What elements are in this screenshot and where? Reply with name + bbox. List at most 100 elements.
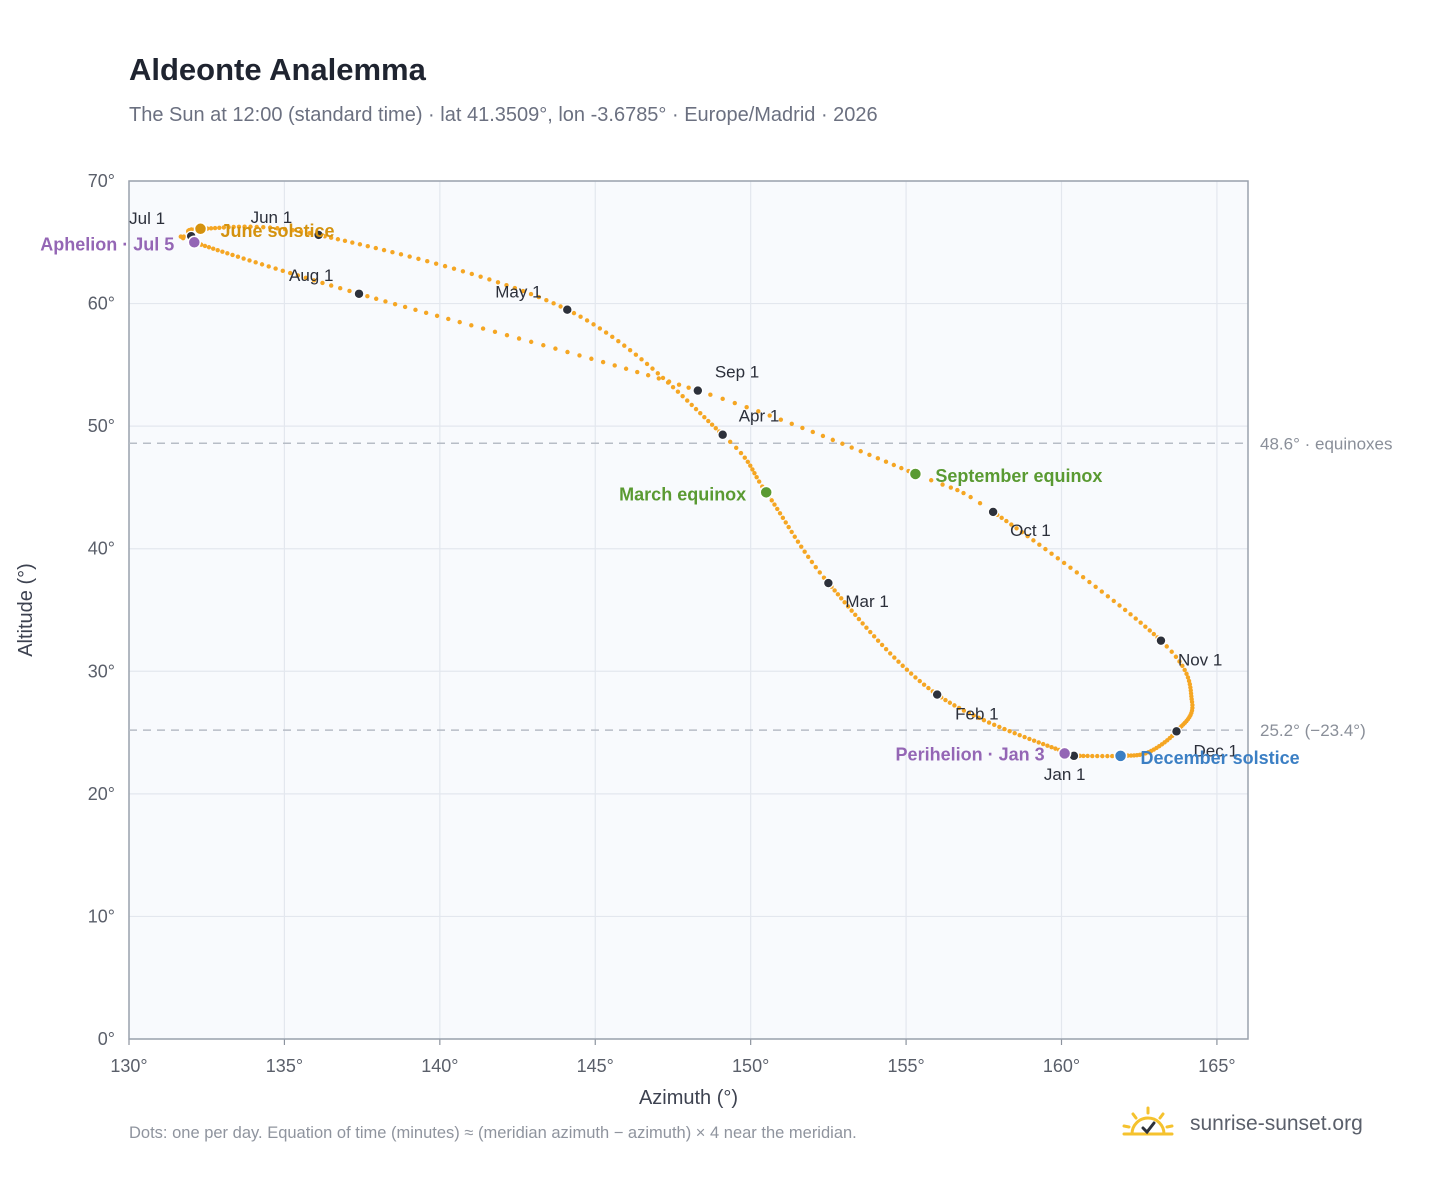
day-dot xyxy=(610,334,615,340)
day-dot xyxy=(446,316,451,322)
day-dot xyxy=(689,402,694,408)
day-dot xyxy=(968,494,973,500)
brand-name: sunrise-sunset.org xyxy=(1190,1112,1363,1135)
day-dot xyxy=(597,326,603,331)
day-dot xyxy=(1025,533,1030,539)
day-dot xyxy=(1151,631,1157,637)
month-label: Aug 1 xyxy=(289,266,333,285)
day-dot xyxy=(680,393,685,399)
day-dot xyxy=(675,389,681,394)
y-axis-label: Altitude (°) xyxy=(15,563,37,657)
day-dot xyxy=(469,271,475,277)
day-dot xyxy=(748,463,753,468)
day-dot xyxy=(261,224,266,230)
day-dot xyxy=(536,294,542,300)
day-dot xyxy=(778,417,784,422)
day-dot xyxy=(565,349,570,355)
day-dot xyxy=(627,347,633,353)
month-label: Mar 1 xyxy=(845,592,888,611)
y-tick-label: 40° xyxy=(88,539,115,559)
day-dot xyxy=(622,343,627,348)
day-dot xyxy=(1031,538,1036,543)
day-dot xyxy=(744,404,749,410)
day-dot xyxy=(413,307,418,313)
day-dot xyxy=(180,235,186,241)
month-marker xyxy=(987,506,999,518)
day-dot xyxy=(693,406,699,412)
day-dot xyxy=(577,353,582,358)
day-dot xyxy=(451,266,457,271)
day-dot xyxy=(892,655,897,660)
day-dot xyxy=(713,426,718,431)
chart-subtitle: The Sun at 12:00 (standard time) · lat 4… xyxy=(129,104,878,126)
x-tick-label: 165° xyxy=(1198,1056,1235,1076)
day-dot xyxy=(633,352,639,357)
day-dot xyxy=(802,549,807,554)
reference-line-label: 48.6° · equinoxes xyxy=(1260,434,1393,453)
day-dot xyxy=(775,506,780,512)
day-dot xyxy=(896,659,901,664)
day-dot xyxy=(1053,746,1058,751)
day-dot xyxy=(809,559,815,565)
month-label: Feb 1 xyxy=(955,705,998,724)
day-dot xyxy=(381,247,387,253)
day-dot xyxy=(1045,743,1050,748)
day-dot xyxy=(516,336,522,341)
day-dot xyxy=(1128,753,1134,758)
day-dot xyxy=(504,282,509,288)
day-dot xyxy=(769,498,774,503)
x-tick-label: 135° xyxy=(266,1056,303,1076)
event-label: December solstice xyxy=(1141,748,1300,768)
day-dot xyxy=(1009,522,1014,527)
x-tick-label: 140° xyxy=(421,1056,458,1076)
day-dot xyxy=(849,445,854,450)
day-dot xyxy=(734,445,739,451)
day-dot xyxy=(373,245,379,251)
y-tick-label: 60° xyxy=(88,294,115,314)
day-dot xyxy=(908,671,914,676)
day-dot xyxy=(820,433,826,439)
daily-sun-dots xyxy=(178,224,1195,759)
day-dot xyxy=(767,413,772,418)
y-tick-label: 30° xyxy=(88,661,115,681)
day-dot xyxy=(853,612,858,618)
event-marker xyxy=(908,467,923,481)
day-dot xyxy=(1085,753,1090,759)
day-dot xyxy=(813,564,818,570)
day-dot xyxy=(1049,551,1054,556)
x-tick-label: 160° xyxy=(1043,1056,1080,1076)
markers xyxy=(185,222,1182,763)
day-dot xyxy=(940,482,945,487)
day-dot xyxy=(1093,584,1098,590)
day-dot xyxy=(670,384,676,390)
day-dot xyxy=(639,357,644,362)
day-dot xyxy=(544,297,549,303)
day-dot xyxy=(589,356,594,361)
day-dot xyxy=(891,462,897,468)
month-marker xyxy=(692,385,704,396)
day-dot xyxy=(383,299,388,304)
month-label: May 1 xyxy=(495,283,541,302)
month-marker xyxy=(1155,635,1167,647)
day-dot xyxy=(1081,753,1086,759)
x-tick-label: 155° xyxy=(887,1056,924,1076)
plot-area: 0° 10° 20° 30° 40° 50° 60° 70° 130° 135° 140° 145° 1… xyxy=(15,171,1393,1109)
day-dot xyxy=(551,301,556,306)
brand[interactable]: sunrise-sunset.org xyxy=(1120,1104,1363,1144)
day-dot xyxy=(350,240,355,245)
day-dot xyxy=(708,392,713,397)
day-dot xyxy=(810,429,816,435)
day-dot xyxy=(900,663,905,668)
day-dot xyxy=(425,259,430,264)
day-dot xyxy=(600,359,606,365)
day-dot xyxy=(287,270,293,276)
day-dot xyxy=(917,678,922,684)
day-dot xyxy=(208,226,214,231)
day-dot xyxy=(1055,556,1061,561)
month-label: Apr 1 xyxy=(739,407,780,426)
day-dot xyxy=(457,319,462,325)
day-dot xyxy=(986,720,992,725)
day-dot xyxy=(320,280,325,286)
day-dot xyxy=(868,629,873,635)
